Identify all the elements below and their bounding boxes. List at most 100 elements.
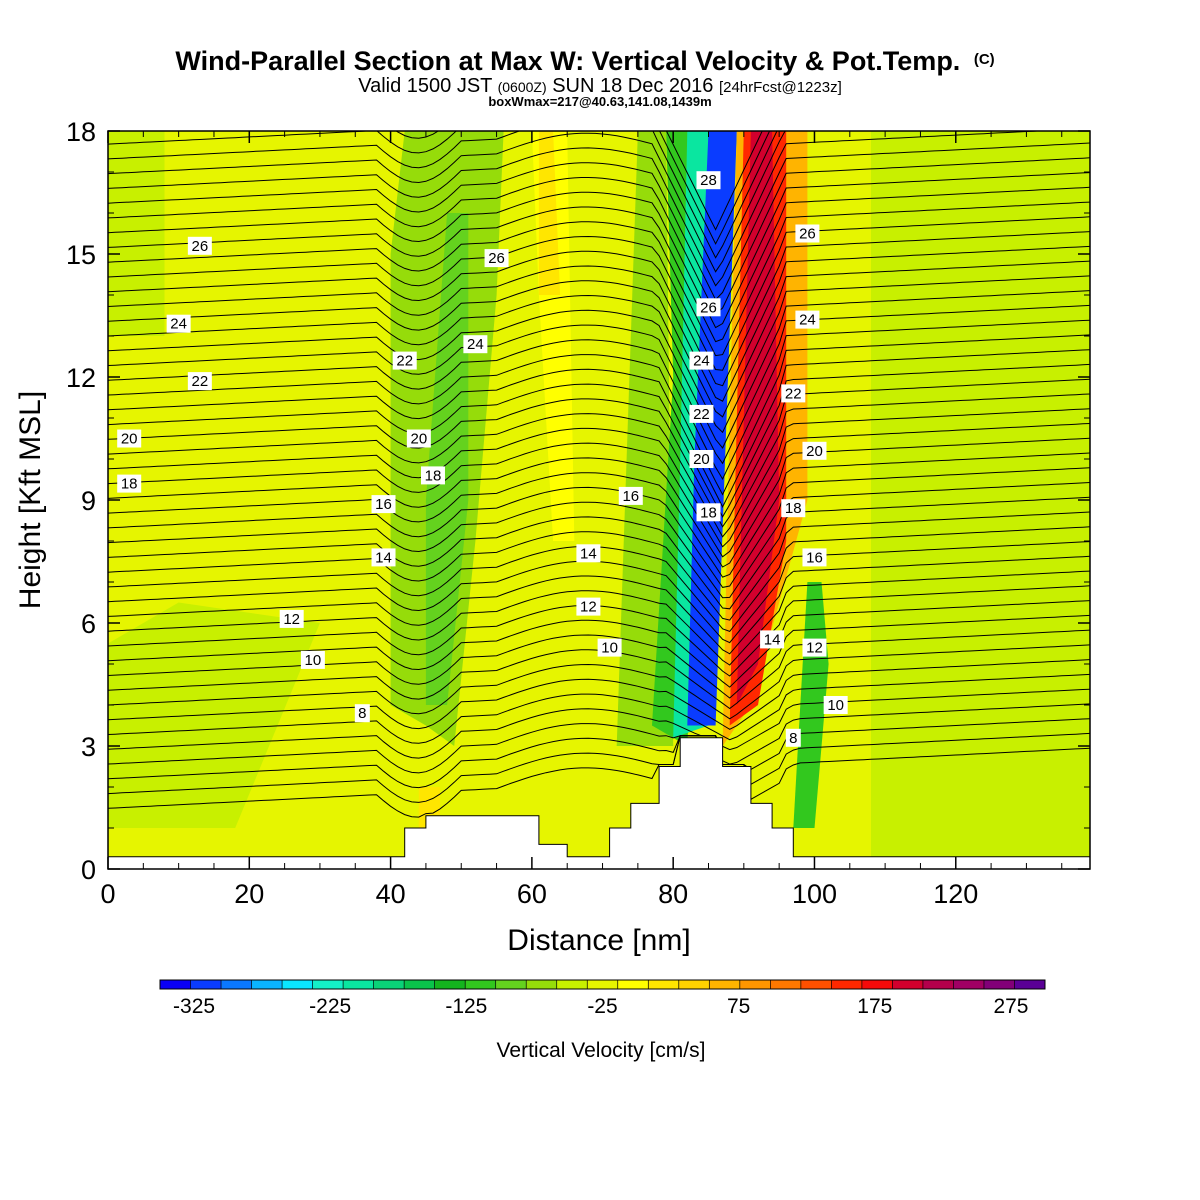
theta-contour-7.5 (108, 703, 1090, 774)
theta-contour-15 (108, 482, 1090, 599)
contour-label-text: 24 (467, 336, 484, 353)
theta-contour-7 (108, 718, 1090, 789)
contour-label-26-10: 26 (484, 249, 509, 268)
contour-label-text: 10 (305, 652, 322, 669)
colorbar-tick-label: 275 (993, 995, 1028, 1018)
contour-label-20-13: 20 (406, 429, 431, 448)
colorbar-swatch (831, 980, 863, 989)
theta-contour-24 (108, 216, 1090, 371)
theta-contour-22.5 (108, 260, 1090, 418)
y-tick-label: 18 (66, 117, 96, 147)
contour-label-20-3: 20 (117, 429, 142, 448)
colorbar-swatch (190, 980, 222, 989)
theta-contour-8 (108, 688, 1090, 759)
contour-label-text: 12 (580, 599, 597, 616)
theta-contour-26 (108, 157, 1090, 315)
x-tick-label: 80 (658, 879, 688, 909)
theta-contour-10.5 (108, 614, 1090, 699)
colorbar-tick-label: -125 (445, 995, 487, 1018)
contour-label-10-18: 10 (597, 638, 622, 657)
theta-contour-15.5 (108, 467, 1090, 588)
subtitle-date: SUN 18 Dec 2016 (552, 75, 713, 97)
contour-label-text: 8 (358, 705, 366, 722)
theta-contour-6 (108, 735, 1090, 818)
theta-contour-18.5 (108, 378, 1090, 528)
contour-label-26-25: 26 (795, 224, 820, 243)
theta-contour-26.5 (108, 142, 1090, 301)
contour-label-text: 22 (396, 353, 413, 370)
contour-label-text: 10 (827, 697, 844, 714)
theta-contour-9 (108, 659, 1090, 730)
theta-contour-17.5 (108, 408, 1090, 548)
y-tick-label: 0 (81, 855, 96, 885)
contour-label-text: 26 (488, 250, 505, 267)
colorbar-swatch (892, 980, 924, 989)
contour-label-text: 18 (425, 467, 442, 484)
contour-label-text: 20 (806, 443, 823, 460)
contour-label-text: 16 (622, 488, 639, 505)
colorbar-swatch (678, 980, 710, 989)
contour-label-24-26: 24 (795, 310, 820, 329)
colorbar-tick-label: -25 (587, 995, 617, 1018)
colorbar-swatch (922, 980, 954, 989)
colorbar-swatch (160, 980, 192, 989)
contour-label-24-21: 24 (689, 351, 714, 370)
y-tick-label: 12 (66, 363, 96, 393)
y-tick-label: 3 (81, 732, 96, 762)
theta-contour-17 (108, 423, 1090, 558)
theta-contour-16.5 (108, 437, 1090, 568)
colorbar-swatch (587, 980, 619, 989)
contour-label-text: 20 (411, 431, 428, 448)
colorbar-swatch (556, 980, 588, 989)
contour-label-24-11: 24 (463, 335, 488, 354)
contour-label-text: 16 (375, 496, 392, 513)
contour-label-18-29: 18 (781, 499, 806, 518)
contour-label-text: 22 (191, 373, 208, 390)
contour-label-8-34: 8 (785, 728, 801, 747)
contour-label-text: 28 (700, 172, 717, 189)
w-region-11 (687, 131, 737, 726)
theta-contour-12.5 (108, 555, 1090, 655)
box-note: boxWmax=217@40.63,141.08,1439m (488, 94, 711, 109)
x-axis-label: Distance [nm] (507, 924, 690, 957)
contour-label-22-2: 22 (187, 372, 212, 391)
vertical-velocity-field (108, 131, 1090, 869)
theta-contour-19.5 (108, 349, 1090, 509)
theta-contour-12 (108, 570, 1090, 666)
chart-title-text: Wind-Parallel Section at Max W: Vertical… (175, 46, 960, 76)
colorbar-swatch (526, 980, 558, 989)
chart-subtitle: Valid 1500 JST (0600Z) SUN 18 Dec 2016 [… (358, 75, 842, 97)
contour-label-text: 8 (789, 730, 797, 747)
contour-label-text: 14 (375, 549, 392, 566)
w-region-0 (108, 131, 1090, 869)
contour-label-text: 18 (700, 504, 717, 521)
contour-label-text: 12 (806, 640, 823, 657)
contour-label-text: 24 (170, 316, 187, 333)
colorbar-ticks: -325 -225 -125 -25 75 175 275 (173, 995, 1028, 1018)
contour-labels: 26 24 22 20 18 16 14 12 10 8 26 24 22 20 18 16 14 12 10 28 2… (117, 171, 848, 747)
colorbar-swatch (1014, 980, 1046, 989)
x-tick-label: 60 (517, 879, 547, 909)
contour-label-12-32: 12 (802, 638, 827, 657)
theta-contour-25 (108, 186, 1090, 343)
theta-contour-24.5 (108, 201, 1090, 357)
theta-contour-9.5 (108, 644, 1090, 720)
x-axis: 0 20 40 60 80 100 120 (100, 131, 1063, 909)
w-region-14 (736, 131, 780, 705)
colorbar-swatch (434, 980, 466, 989)
colorbar-swatch (312, 980, 344, 989)
contour-label-28-19: 28 (696, 171, 721, 190)
theta-contour-28 (108, 131, 778, 259)
contour-label-10-8: 10 (300, 650, 325, 669)
contour-label-8-9: 8 (354, 704, 370, 723)
colorbar-swatch (282, 980, 314, 989)
contour-label-text: 14 (580, 545, 597, 562)
subtitle-forecast: [24hrFcst@1223z] (719, 79, 842, 96)
contour-label-text: 18 (785, 500, 802, 517)
contour-label-text: 26 (700, 299, 717, 316)
contour-label-14-31: 14 (760, 630, 785, 649)
contour-label-text: 26 (191, 238, 208, 255)
contour-label-14-6: 14 (371, 548, 396, 567)
subtitle-z-time: (0600Z) (498, 79, 547, 95)
